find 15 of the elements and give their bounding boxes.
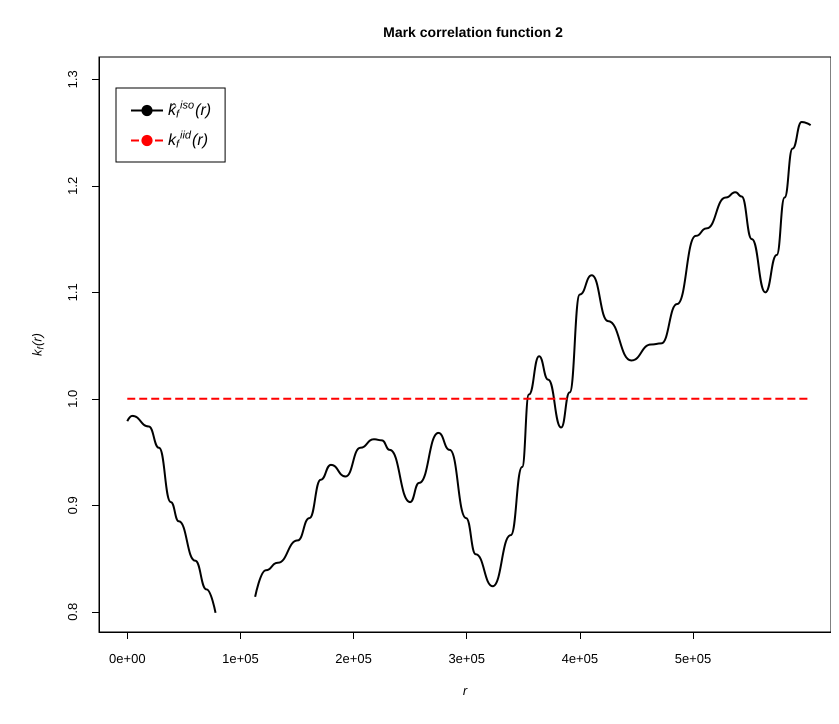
x-axis-title: r xyxy=(462,683,468,698)
y-tick-label: 0.8 xyxy=(65,602,80,621)
y-tick-label: 0.9 xyxy=(65,496,80,514)
y-tick-label: 1.1 xyxy=(65,283,80,302)
x-tick-label: 0e+00 xyxy=(109,651,146,666)
x-tick-label: 3e+05 xyxy=(448,651,485,666)
y-tick-label: 1.2 xyxy=(65,176,80,195)
x-tick-label: 5e+05 xyxy=(674,651,712,666)
y-axis-title: kf(r) xyxy=(30,333,46,356)
x-tick-label: 2e+05 xyxy=(335,651,372,666)
y-tick-label: 1.3 xyxy=(65,70,80,88)
chart-title: Mark correlation function 2 xyxy=(383,24,564,40)
x-tick-label: 4e+05 xyxy=(562,651,598,666)
x-tick-label: 1e+05 xyxy=(222,651,259,666)
y-tick-label: 1.0 xyxy=(65,390,80,408)
